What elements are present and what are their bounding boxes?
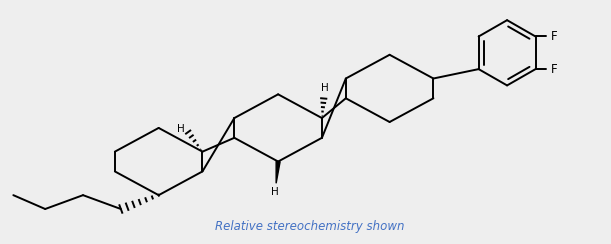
Text: H: H	[177, 124, 185, 134]
Text: Relative stereochemistry shown: Relative stereochemistry shown	[215, 220, 404, 233]
Polygon shape	[276, 161, 280, 183]
Text: F: F	[551, 63, 557, 76]
Text: H: H	[321, 83, 329, 93]
Text: H: H	[271, 187, 279, 197]
Text: F: F	[551, 30, 557, 43]
